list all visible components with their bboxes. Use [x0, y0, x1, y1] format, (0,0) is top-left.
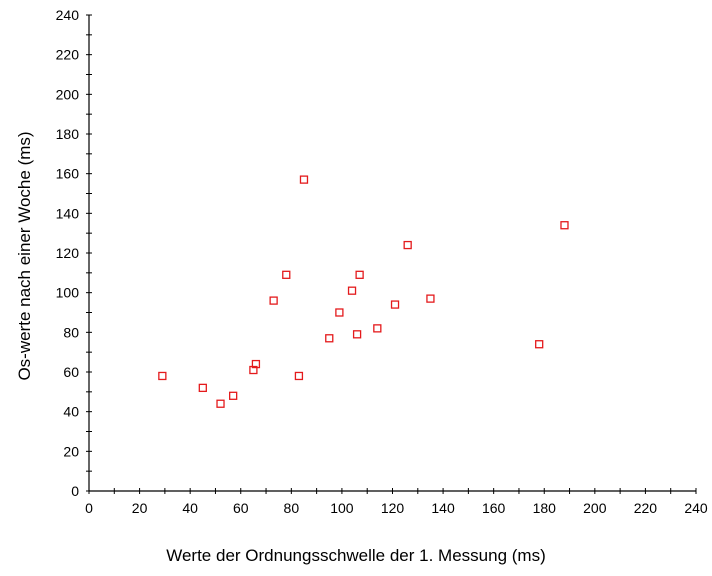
- y-tick-label: 120: [56, 245, 80, 261]
- data-point: [373, 324, 382, 333]
- x-tick-label: 140: [431, 500, 455, 516]
- x-tick-label: 220: [634, 500, 658, 516]
- data-point: [269, 296, 278, 305]
- data-point: [251, 359, 261, 369]
- x-tick-label: 240: [684, 500, 708, 516]
- data-point: [352, 330, 362, 339]
- data-point: [282, 270, 291, 279]
- y-tick-label: 60: [63, 364, 79, 380]
- y-tick-label: 160: [56, 166, 80, 182]
- y-tick-label: 80: [63, 324, 79, 340]
- data-point: [426, 294, 435, 303]
- x-tick-label: 0: [85, 500, 93, 516]
- data-point: [403, 240, 412, 250]
- data-point: [560, 221, 569, 230]
- data-point: [294, 371, 304, 381]
- data-point: [249, 365, 258, 375]
- data-point: [158, 371, 167, 381]
- x-tick-label: 60: [233, 500, 249, 516]
- y-tick-label: 200: [56, 86, 80, 102]
- data-point: [216, 399, 225, 408]
- y-tick-label: 20: [63, 443, 79, 459]
- y-tick-label: 40: [63, 404, 79, 420]
- y-tick-label: 140: [56, 205, 80, 221]
- y-axis-title: Os-werte nach einer Woche (ms): [15, 131, 34, 380]
- x-tick-label: 100: [330, 500, 354, 516]
- x-tick-label: 180: [533, 500, 557, 516]
- data-point: [335, 308, 344, 317]
- data-point: [390, 300, 400, 309]
- data-point: [229, 391, 238, 400]
- x-tick-label: 80: [284, 500, 300, 516]
- y-tick-label: 180: [56, 126, 80, 142]
- x-tick-label: 20: [132, 500, 148, 516]
- y-tick-label: 220: [56, 47, 80, 63]
- data-point: [198, 383, 207, 393]
- data-point: [535, 340, 544, 349]
- x-tick-label: 200: [583, 500, 607, 516]
- data-point: [355, 270, 364, 279]
- x-tick-label: 160: [482, 500, 506, 516]
- y-tick-label: 0: [71, 483, 79, 499]
- data-point: [325, 334, 334, 343]
- x-axis-title: Werte der Ordnungsschwelle der 1. Messun…: [166, 546, 546, 565]
- plot-area: 0 20 40 60 80 100 120 140 160 180 200 220 240 0 20 40 60…: [56, 7, 708, 516]
- x-tick-label: 40: [182, 500, 198, 516]
- y-tick-label: 100: [56, 285, 80, 301]
- data-point: [347, 286, 357, 295]
- x-tick-label: 120: [381, 500, 405, 516]
- y-tick-label: 240: [56, 7, 80, 23]
- data-point: [299, 175, 309, 184]
